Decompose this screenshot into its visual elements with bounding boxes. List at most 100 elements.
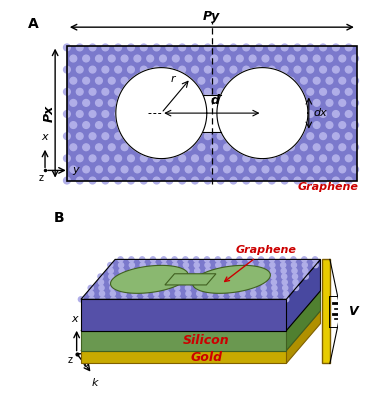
Circle shape (239, 280, 244, 285)
Circle shape (206, 274, 211, 279)
Circle shape (281, 133, 288, 140)
Circle shape (281, 88, 288, 95)
Circle shape (268, 44, 275, 51)
Circle shape (115, 44, 122, 51)
Circle shape (300, 122, 307, 128)
Circle shape (160, 77, 167, 84)
Circle shape (236, 122, 243, 128)
Circle shape (236, 166, 243, 173)
Circle shape (175, 291, 180, 296)
Circle shape (256, 88, 262, 95)
Circle shape (307, 88, 314, 95)
Circle shape (185, 100, 192, 106)
Circle shape (172, 166, 179, 173)
Circle shape (292, 274, 298, 279)
Circle shape (352, 100, 358, 106)
Circle shape (211, 166, 218, 173)
Circle shape (160, 100, 167, 106)
Circle shape (119, 274, 125, 279)
Circle shape (147, 144, 154, 151)
Circle shape (352, 166, 358, 173)
Circle shape (268, 88, 275, 95)
Circle shape (339, 100, 346, 106)
Circle shape (294, 66, 301, 73)
Polygon shape (286, 259, 321, 331)
Circle shape (142, 285, 147, 290)
Circle shape (163, 280, 168, 285)
Circle shape (345, 44, 352, 51)
Circle shape (166, 110, 173, 117)
Circle shape (165, 297, 170, 302)
Circle shape (226, 257, 231, 262)
Circle shape (238, 274, 243, 279)
Circle shape (282, 274, 287, 279)
Circle shape (352, 77, 358, 84)
Circle shape (108, 262, 113, 268)
Circle shape (256, 44, 262, 51)
Circle shape (70, 144, 77, 151)
Circle shape (151, 262, 156, 268)
Circle shape (64, 110, 70, 117)
Circle shape (153, 88, 160, 95)
Circle shape (281, 44, 288, 51)
Circle shape (271, 274, 276, 279)
Circle shape (211, 100, 218, 106)
Circle shape (172, 100, 179, 106)
Circle shape (154, 291, 159, 296)
Circle shape (227, 268, 232, 273)
Circle shape (151, 257, 156, 262)
Circle shape (275, 144, 282, 151)
Circle shape (208, 297, 213, 302)
Circle shape (179, 66, 186, 73)
Circle shape (223, 55, 230, 62)
Circle shape (102, 177, 109, 184)
Circle shape (134, 100, 141, 106)
Circle shape (108, 77, 115, 84)
Circle shape (89, 66, 96, 73)
Circle shape (193, 257, 199, 262)
Circle shape (108, 55, 115, 62)
Circle shape (275, 55, 282, 62)
Circle shape (326, 122, 333, 128)
Circle shape (206, 268, 211, 273)
Text: d: d (211, 94, 220, 107)
Circle shape (89, 291, 94, 296)
Circle shape (284, 297, 289, 302)
Circle shape (183, 262, 188, 268)
Circle shape (172, 257, 177, 262)
Circle shape (326, 55, 333, 62)
Circle shape (326, 166, 333, 173)
Polygon shape (286, 291, 321, 351)
Circle shape (262, 77, 269, 84)
Circle shape (185, 55, 192, 62)
Circle shape (256, 177, 262, 184)
Circle shape (121, 144, 128, 151)
Circle shape (160, 122, 167, 128)
Circle shape (238, 262, 243, 268)
Polygon shape (81, 311, 321, 351)
Circle shape (160, 166, 167, 173)
Circle shape (186, 291, 191, 296)
Circle shape (326, 100, 333, 106)
Circle shape (218, 291, 223, 296)
Circle shape (76, 88, 83, 95)
Circle shape (229, 291, 234, 296)
Circle shape (198, 100, 205, 106)
Circle shape (153, 285, 158, 290)
Circle shape (249, 55, 256, 62)
Circle shape (217, 88, 224, 95)
Circle shape (191, 110, 199, 117)
Circle shape (198, 166, 205, 173)
Circle shape (119, 268, 124, 273)
Circle shape (218, 285, 223, 290)
Circle shape (96, 122, 102, 128)
Circle shape (140, 88, 147, 95)
Circle shape (307, 177, 314, 184)
Circle shape (223, 100, 230, 106)
Text: dx: dx (314, 108, 328, 118)
Circle shape (251, 297, 256, 302)
Circle shape (307, 66, 314, 73)
Circle shape (134, 55, 141, 62)
Circle shape (197, 291, 202, 296)
Text: y: y (105, 350, 112, 360)
